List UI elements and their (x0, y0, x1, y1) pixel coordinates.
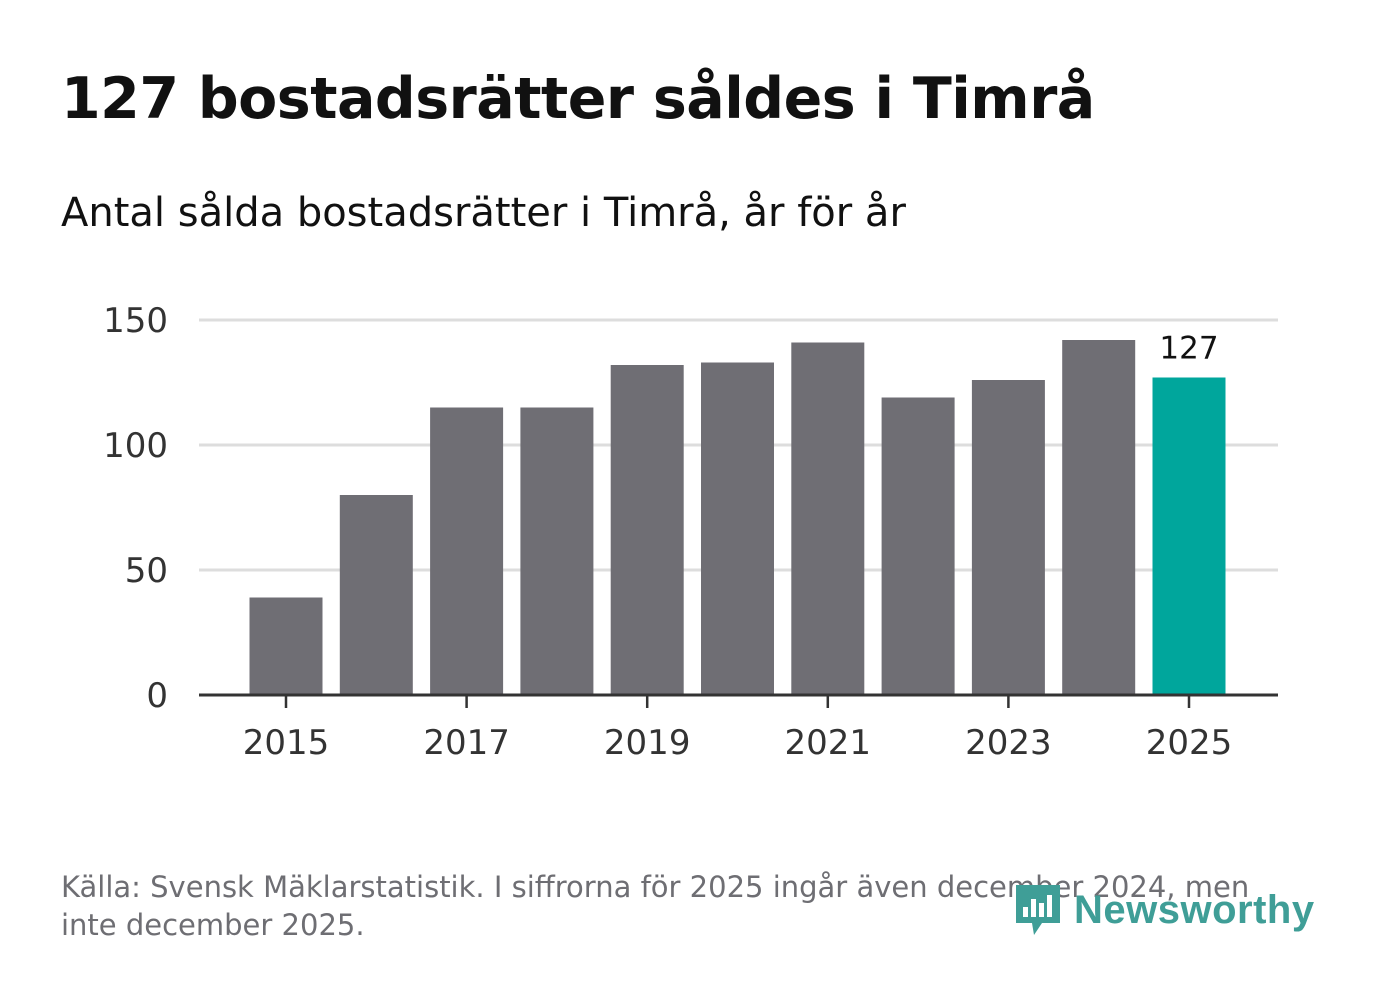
bars (249, 340, 1226, 695)
data-label-2025: 127 (1159, 331, 1218, 367)
x-tick-label: 2025 (1146, 723, 1233, 763)
labels: 0 50 100 150 2015 2017 2019 2021 2023 2025 127 (103, 301, 1232, 763)
x-tick-label: 2019 (604, 723, 691, 763)
x-tick-label: 2021 (785, 723, 872, 763)
y-tick-label: 0 (146, 676, 168, 716)
x-tick-label: 2017 (423, 723, 510, 763)
logo-text: Newsworthy (1074, 887, 1315, 932)
x-tick-label: 2023 (965, 723, 1052, 763)
x-tick-label: 2015 (243, 723, 330, 763)
y-tick-label: 150 (103, 301, 168, 341)
bar-2024 (1062, 340, 1136, 695)
y-tick-label: 100 (103, 426, 168, 466)
chart-subtitle: Antal sålda bostadsrätter i Timrå, år fö… (61, 190, 906, 236)
newsworthy-logo: Newsworthy (1012, 880, 1315, 940)
bar-2025 (1152, 377, 1226, 695)
bar-2021 (791, 342, 865, 695)
bar-2020 (701, 362, 774, 695)
bar-2022 (881, 397, 955, 695)
bar-2015 (249, 597, 323, 695)
y-tick-label: 50 (125, 551, 168, 591)
chart-title: 127 bostadsrätter såldes i Timrå (61, 66, 1095, 132)
bar-2018 (520, 407, 594, 695)
bar-2017 (430, 407, 504, 695)
bar-2016 (339, 495, 413, 695)
bar-2023 (971, 380, 1045, 695)
axes (199, 693, 1278, 708)
bar-2019 (610, 365, 684, 695)
newsworthy-logo-icon (1016, 885, 1060, 935)
